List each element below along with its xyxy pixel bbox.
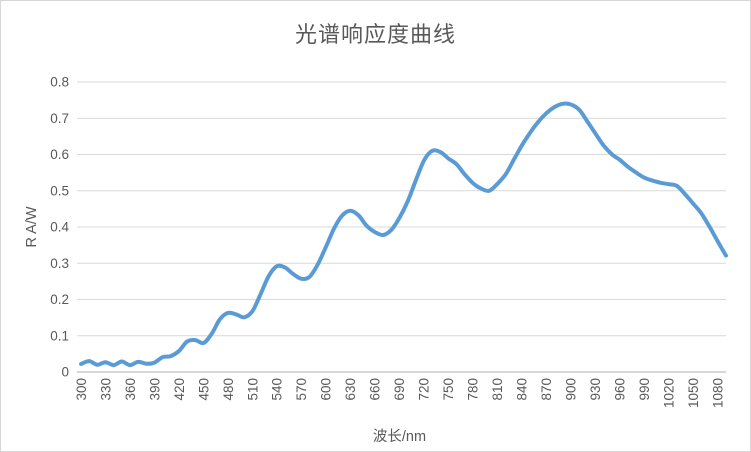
x-tick-label: 330 xyxy=(98,378,113,401)
x-tick-label: 870 xyxy=(539,378,554,401)
y-tick-label: 0 xyxy=(61,365,69,380)
x-tick-label: 450 xyxy=(196,378,211,401)
x-tick-label: 660 xyxy=(368,378,383,401)
chart-title: 光谱响应度曲线 xyxy=(294,22,456,47)
y-tick-label: 0.4 xyxy=(50,220,69,235)
y-tick-label: 0.8 xyxy=(50,75,69,90)
response-curve xyxy=(79,101,728,368)
x-tick-label: 1050 xyxy=(686,378,701,408)
x-tick-label: 1020 xyxy=(662,378,677,408)
x-tick-label: 810 xyxy=(490,378,505,401)
x-axis-title: 波长/nm xyxy=(372,429,427,445)
x-tick-label: 300 xyxy=(74,378,89,401)
x-tick-label: 750 xyxy=(441,378,456,401)
x-tick-label: 690 xyxy=(392,378,407,401)
x-tick-label: 420 xyxy=(172,378,187,401)
plot-area: 0 0.1 0.2 0.3 0.4 0.5 0.6 0.7 0.8 300 330 360 390 420… xyxy=(50,75,728,408)
y-tick-label: 0.3 xyxy=(50,256,69,271)
x-tick-label: 960 xyxy=(613,378,628,401)
y-tick-label: 0.5 xyxy=(50,183,69,198)
y-tick-label: 0.1 xyxy=(50,328,69,343)
x-tick-label: 720 xyxy=(417,378,432,401)
x-tick-label: 1080 xyxy=(711,378,726,408)
x-tick-label: 510 xyxy=(245,378,260,401)
x-tick-label: 360 xyxy=(123,378,138,401)
x-tick-label: 900 xyxy=(564,378,579,401)
x-tick-label: 600 xyxy=(319,378,334,401)
x-tick-label: 990 xyxy=(637,378,652,401)
x-tick-label: 930 xyxy=(588,378,603,401)
x-tick-label: 780 xyxy=(466,378,481,401)
y-tick-label: 0.2 xyxy=(50,292,69,307)
x-tick-label: 540 xyxy=(270,378,285,401)
y-tick-label: 0.7 xyxy=(50,111,69,126)
x-tick-label: 570 xyxy=(294,378,309,401)
x-tick-label: 630 xyxy=(343,378,358,401)
x-tick-label: 390 xyxy=(147,378,162,401)
x-tick-label: 480 xyxy=(221,378,236,401)
y-tick-label: 0.6 xyxy=(50,147,69,162)
x-tick-label: 840 xyxy=(515,378,530,401)
